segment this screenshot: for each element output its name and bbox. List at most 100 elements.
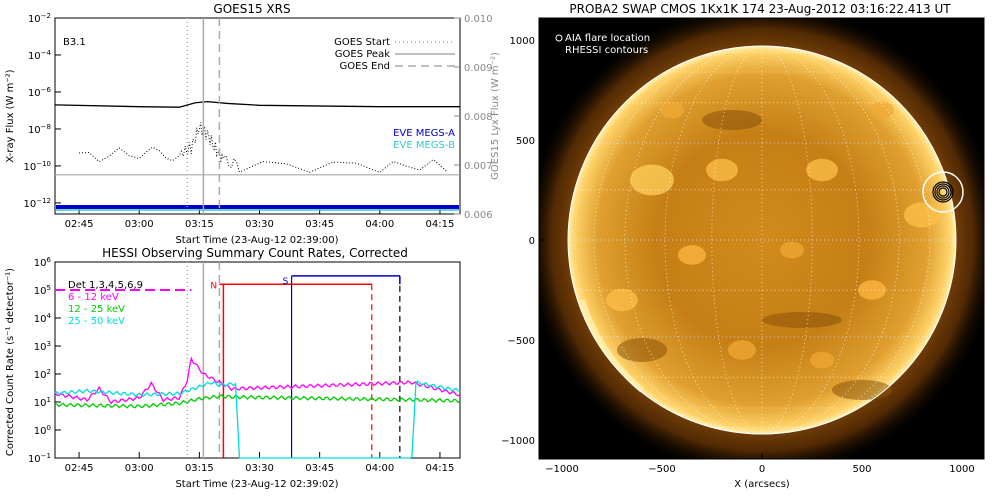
swap-y-tick-label: 0 <box>529 236 535 247</box>
hessi-x-tick-label: 04:15 <box>426 463 455 474</box>
hessi-y-axis-label: Corrected Count Rate (s⁻¹ detector⁻¹) <box>5 268 16 456</box>
goes-y-right-tick-label: 0.009 <box>464 63 493 74</box>
hessi-series-12-25 <box>54 393 461 409</box>
hessi-x-tick-label: 03:15 <box>185 463 214 474</box>
goes-series-long <box>54 100 460 108</box>
hessi-x-axis-label: Start Time (23-Aug-12 02:39:02) <box>175 479 338 490</box>
swap-y-tick-label: 1000 <box>510 36 535 47</box>
hessi-y-tick-label: 10−1 <box>28 452 51 465</box>
goes-x-tick-label: 03:30 <box>245 219 274 230</box>
goes-y-right-axis-label: GOES15 Lyx Flux (W m⁻²) <box>490 52 501 180</box>
hessi-legend-25-50: 25 - 50 keV <box>68 316 125 327</box>
goes-y-right-tick-label: 0.008 <box>464 112 493 123</box>
hessi-y-tick-label: 106 <box>34 256 52 269</box>
active-region <box>660 101 684 119</box>
hessi-marker-s: S <box>283 277 289 287</box>
hessi-y-tick-label: 101 <box>34 396 51 409</box>
goes-y-tick-label: 10−2 <box>28 12 51 25</box>
active-region <box>858 280 886 300</box>
goes-class-label: B3.1 <box>63 37 86 48</box>
swap-x-tick-label: 0 <box>759 464 765 475</box>
hessi-legend-6-12: 6 - 12 keV <box>68 292 119 303</box>
goes-y-tick-label: 10−4 <box>28 49 52 62</box>
hessi-y-tick-label: 105 <box>34 284 51 297</box>
goes-x-tick-label: 04:15 <box>426 219 455 230</box>
goes-y-tick-label: 10−6 <box>28 86 52 99</box>
goes-y-tick-label: 10−8 <box>28 123 51 136</box>
swap-y-tick-label: −1000 <box>501 436 535 447</box>
goes-plot-frame <box>54 17 461 215</box>
eve-megs-a-line <box>56 205 459 209</box>
hessi-y-tick-label: 102 <box>34 368 51 381</box>
dark-region <box>702 110 762 130</box>
hessi-panel: HESSI Observing Summary Count Rates, Cor… <box>5 246 461 490</box>
goes-legend-peak-label: GOES Peak <box>335 49 390 60</box>
hessi-y-tick-label: 104 <box>34 312 52 325</box>
swap-y-tick-label: −500 <box>508 336 535 347</box>
swap-legend-rhessi-symbol <box>555 46 563 54</box>
goes-x-tick-label: 03:00 <box>125 219 154 230</box>
goes-x-tick-label: 03:45 <box>305 219 334 230</box>
swap-x-axis-label: X (arcsecs) <box>734 479 790 490</box>
swap-title: PROBA2 SWAP CMOS 1Kx1K 174 23-Aug-2012 0… <box>569 2 951 16</box>
active-region <box>728 340 756 360</box>
swap-legend-aia: AIA flare location <box>565 33 650 44</box>
active-region <box>904 202 940 228</box>
hessi-x-tick-label: 03:45 <box>305 463 334 474</box>
swap-legend-aia-symbol <box>555 34 563 42</box>
active-region <box>806 158 838 182</box>
swap-x-tick-label: −500 <box>648 464 675 475</box>
longitude-line <box>711 45 763 435</box>
active-region <box>630 164 674 196</box>
swap-x-tick-label: 1000 <box>949 464 974 475</box>
dark-region <box>617 338 667 362</box>
dark-region <box>832 380 892 400</box>
goes-y-right-tick-label: 0.007 <box>464 161 493 172</box>
swap-legend-rhessi: RHESSI contours <box>565 45 648 56</box>
hessi-series-6-12 <box>54 356 461 405</box>
hessi-y-tick-label: 100 <box>34 424 51 437</box>
goes-x-axis-label: Start Time (23-Aug-12 02:39:00) <box>175 235 338 246</box>
goes-x-tick-label: 02:45 <box>65 219 94 230</box>
goes-panel: GOES15 XRS 02:45 03:00 03:15 03:30 03:45 04:0… <box>5 2 501 246</box>
dark-region <box>762 312 842 328</box>
swap-x-tick-label: 500 <box>852 464 871 475</box>
goes-y-right-tick-label: 0.006 <box>464 210 493 221</box>
goes-y-tick-label: 10−10 <box>23 160 51 173</box>
goes-x-tick-label: 04:00 <box>365 219 394 230</box>
longitude-line <box>761 45 931 435</box>
eve-megs-b-label: EVE MEGS-B <box>393 140 455 151</box>
hessi-title: HESSI Observing Summary Count Rates, Cor… <box>102 246 408 260</box>
longitude-line <box>761 45 813 435</box>
hessi-marker-n: N <box>210 281 217 291</box>
goes-title: GOES15 XRS <box>213 2 290 16</box>
active-region <box>780 241 804 259</box>
active-region <box>706 158 738 182</box>
hessi-legend-12-25: 12 - 25 keV <box>68 304 125 315</box>
hessi-x-tick-label: 04:00 <box>365 463 394 474</box>
longitude-line <box>593 45 763 435</box>
hessi-y-tick-label: 103 <box>34 340 51 353</box>
aia-flare-location-marker <box>922 171 964 213</box>
solar-disk <box>568 46 956 434</box>
goes-y-axis-label: X-ray Flux (W m⁻²) <box>5 69 16 162</box>
active-region <box>678 245 706 265</box>
longitude-line <box>624 45 763 435</box>
hessi-series-25-50 <box>54 380 461 459</box>
limb-brightening <box>579 299 644 393</box>
eve-megs-a-label: EVE MEGS-A <box>393 128 455 139</box>
goes-y-tick-label: 10−12 <box>23 197 51 210</box>
rhessi-contours <box>932 181 954 203</box>
goes-legend-end-label: GOES End <box>340 61 390 72</box>
active-region <box>606 288 638 312</box>
goes-y-right-tick-label: 0.010 <box>464 14 493 25</box>
goes-series-short <box>79 122 447 173</box>
active-region <box>810 351 834 369</box>
goes-x-tick-label: 03:15 <box>185 219 214 230</box>
swap-panel: PROBA2 SWAP CMOS 1Kx1K 174 23-Aug-2012 0… <box>501 2 985 490</box>
swap-x-tick-label: −1000 <box>545 464 579 475</box>
swap-y-tick-label: 500 <box>516 136 535 147</box>
active-region <box>870 101 894 119</box>
longitude-line <box>761 45 900 435</box>
